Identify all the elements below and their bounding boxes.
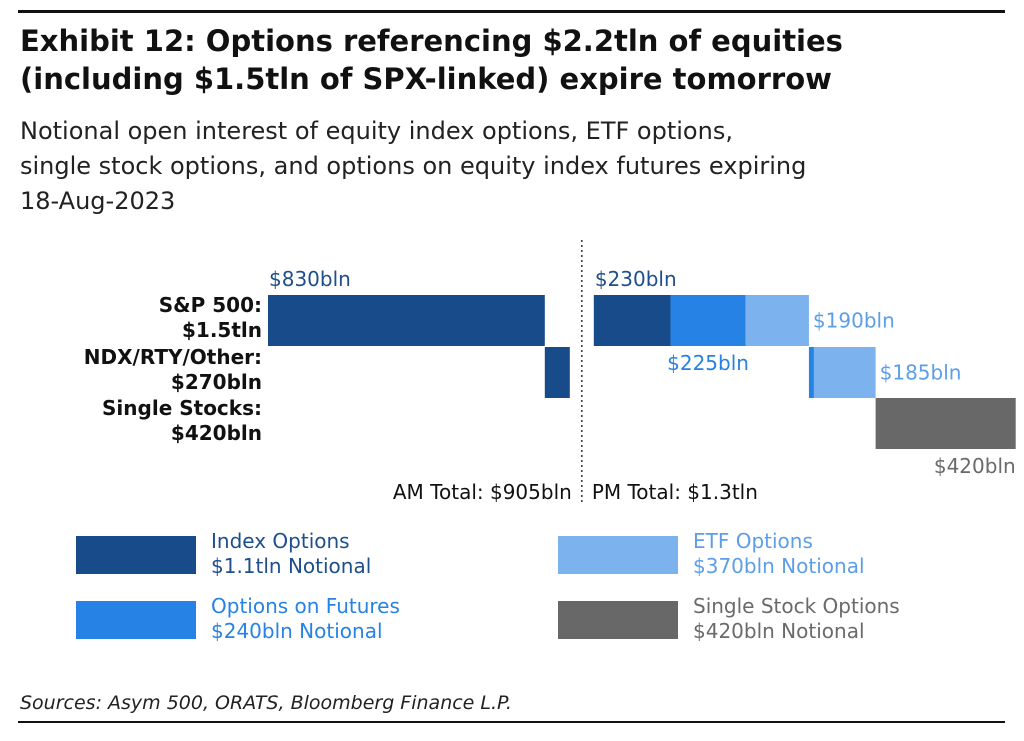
subtitle-line-2: single stock options, and options on equ… — [20, 152, 807, 180]
legend-swatch-options-on-futures — [76, 601, 196, 639]
am-total-label: AM Total: $905bln — [393, 480, 572, 504]
row-label-1-line-1: NDX/RTY/Other: — [84, 345, 262, 369]
waterfall-chart: S&P 500:$1.5tln NDX/RTY/Other:$270blnSing… — [84, 240, 1016, 505]
bar-am-index-options-row-1 — [544, 347, 570, 398]
bar-pm-options-on-futures-row-0 — [670, 295, 746, 346]
row-label-1-line-2: $270bln — [171, 370, 262, 394]
legend-notional-options-on-futures: $240bln Notional — [211, 619, 383, 643]
title-line-2: (including $1.5tln of SPX-linked) expire… — [20, 62, 832, 96]
chart-subtitle: Notional open interest of equity index o… — [20, 114, 1010, 219]
legend-label-index-options: Index Options — [211, 529, 350, 553]
legend-swatch-etf-options — [558, 536, 678, 574]
data-label-0: $830bln — [269, 267, 351, 291]
legend-text-etf-options: ETF Options $370bln Notional — [693, 529, 865, 579]
data-label-6: $185bln — [880, 361, 962, 385]
top-rule — [18, 10, 1005, 13]
legend-text-options-on-futures: Options on Futures $240bln Notional — [211, 594, 400, 644]
legend-swatch-single-stock-options — [558, 601, 678, 639]
bar-pm-single-stock-options-row-2 — [875, 398, 1016, 449]
row-label-0-line-1: S&P 500: — [159, 293, 262, 317]
bar-pm-etf-options-row-1 — [813, 347, 876, 398]
bar-pm-etf-options-row-0 — [745, 295, 809, 346]
chart-title: Exhibit 12: Options referencing $2.2tln … — [20, 22, 1010, 98]
data-label-4: $190bln — [813, 309, 895, 333]
bottom-rule — [18, 721, 1005, 723]
data-label-7: $420bln — [934, 454, 1016, 478]
bar-pm-options-on-futures-row-1 — [808, 347, 814, 398]
data-label-3: $225bln — [667, 351, 749, 375]
legend-notional-single-stock-options: $420bln Notional — [693, 619, 865, 643]
row-label-2-line-2: $420bln — [171, 421, 262, 445]
title-line-1: Exhibit 12: Options referencing $2.2tln … — [20, 24, 843, 58]
pm-total-label: PM Total: $1.3tln — [592, 480, 758, 504]
subtitle-line-3: 18-Aug-2023 — [20, 187, 176, 215]
legend-label-options-on-futures: Options on Futures — [211, 594, 400, 618]
legend-label-etf-options: ETF Options — [693, 529, 813, 553]
legend-label-single-stock-options: Single Stock Options — [693, 594, 900, 618]
legend-text-single-stock-options: Single Stock Options $420bln Notional — [693, 594, 900, 644]
subtitle-line-1: Notional open interest of equity index o… — [20, 117, 733, 145]
legend-swatch-index-options — [76, 536, 196, 574]
legend-text-index-options: Index Options $1.1tln Notional — [211, 529, 371, 579]
row-label-2-line-1: Single Stocks: — [102, 396, 262, 420]
source-note: Sources: Asym 500, ORATS, Bloomberg Fina… — [20, 692, 512, 714]
legend-notional-etf-options: $370bln Notional — [693, 554, 865, 578]
data-label-2: $230bln — [595, 267, 677, 291]
bar-pm-index-options-row-0 — [593, 295, 671, 346]
bar-am-index-options-row-0 — [268, 295, 545, 346]
legend-notional-index-options: $1.1tln Notional — [211, 554, 372, 578]
row-label-0-line-2: $1.5tln — [182, 318, 262, 342]
